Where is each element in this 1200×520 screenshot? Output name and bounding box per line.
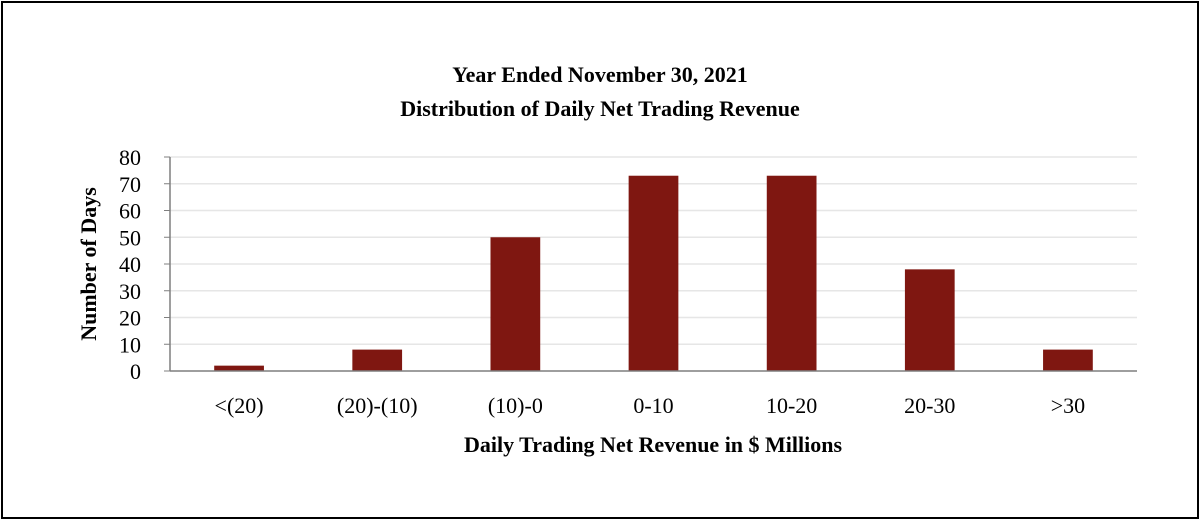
bar	[628, 175, 679, 371]
y-tick-label: 70	[119, 172, 141, 197]
y-tick-label: 0	[130, 359, 141, 384]
bar	[904, 269, 955, 371]
y-axis-title: Number of Days	[76, 187, 101, 341]
bars	[214, 175, 1093, 371]
bar	[352, 349, 403, 371]
y-tick-label: 40	[119, 252, 141, 277]
y-tick-label: 20	[119, 306, 141, 331]
x-tick-label: <(20)	[215, 393, 264, 418]
x-axis-ticks: <(20) (20)-(10) (10)-0 0-10 10-20 20-30 >30	[215, 393, 1086, 418]
x-tick-label: >30	[1051, 393, 1085, 418]
x-tick-label: 20-30	[904, 393, 955, 418]
bar	[214, 365, 264, 371]
y-tick-label: 60	[119, 199, 141, 224]
y-tick-label: 80	[119, 145, 141, 170]
x-tick-label: 10-20	[766, 393, 817, 418]
x-axis-title: Daily Trading Net Revenue in $ Millions	[464, 432, 843, 457]
bar	[490, 237, 541, 371]
bar	[766, 175, 817, 371]
chart-title: Year Ended November 30, 2021	[452, 62, 748, 87]
chart-subtitle: Distribution of Daily Net Trading Revenu…	[400, 96, 800, 121]
y-tick-label: 50	[119, 225, 141, 250]
x-tick-label: 0-10	[633, 393, 673, 418]
y-tick-label: 10	[119, 332, 141, 357]
bar	[1043, 349, 1093, 371]
x-tick-label: (10)-0	[488, 393, 543, 418]
y-tick-label: 30	[119, 279, 141, 304]
x-tick-label: (20)-(10)	[337, 393, 418, 418]
